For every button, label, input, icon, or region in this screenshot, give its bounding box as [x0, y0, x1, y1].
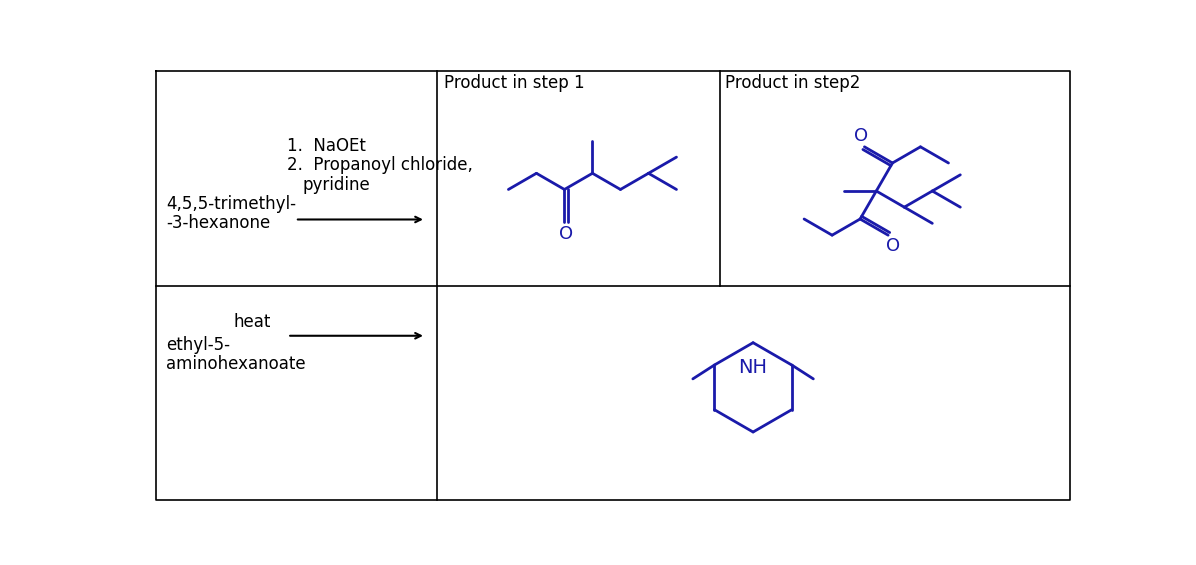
Text: O: O [886, 237, 899, 255]
Text: aminohexanoate: aminohexanoate [166, 355, 306, 373]
Text: 2.  Propanoyl chloride,: 2. Propanoyl chloride, [287, 157, 474, 175]
Text: NH: NH [739, 358, 768, 377]
Text: pyridine: pyridine [303, 176, 371, 194]
Text: O: O [559, 225, 573, 243]
Text: ethyl-5-: ethyl-5- [166, 336, 231, 354]
Text: Product in step2: Product in step2 [725, 74, 860, 92]
Text: O: O [854, 127, 867, 145]
Text: 1.  NaOEt: 1. NaOEt [287, 137, 366, 155]
Text: 4,5,5-trimethyl-: 4,5,5-trimethyl- [166, 195, 297, 213]
Text: Product in step 1: Product in step 1 [444, 74, 584, 92]
Text: heat: heat [234, 312, 271, 331]
Text: -3-hexanone: -3-hexanone [166, 214, 270, 232]
